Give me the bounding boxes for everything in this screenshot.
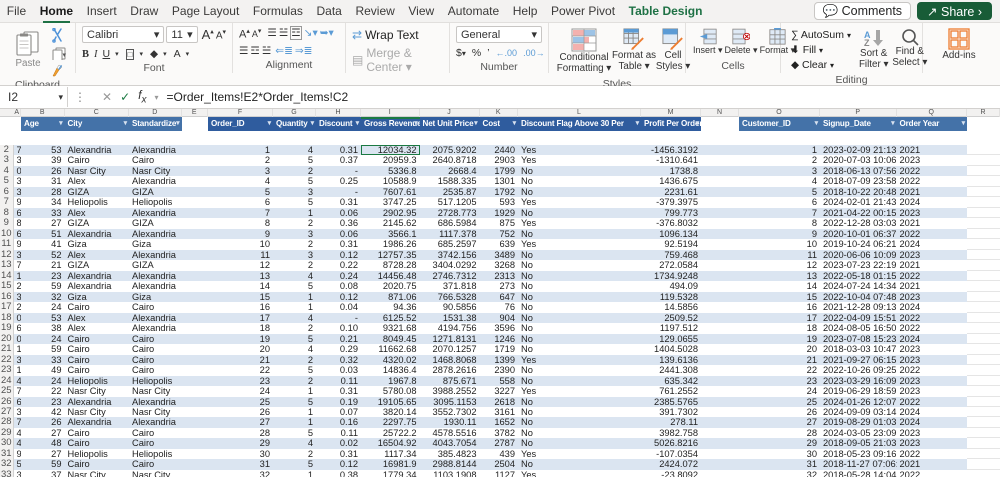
svg-text:Z: Z [864, 38, 870, 48]
svg-text:▾: ▾ [63, 52, 67, 59]
